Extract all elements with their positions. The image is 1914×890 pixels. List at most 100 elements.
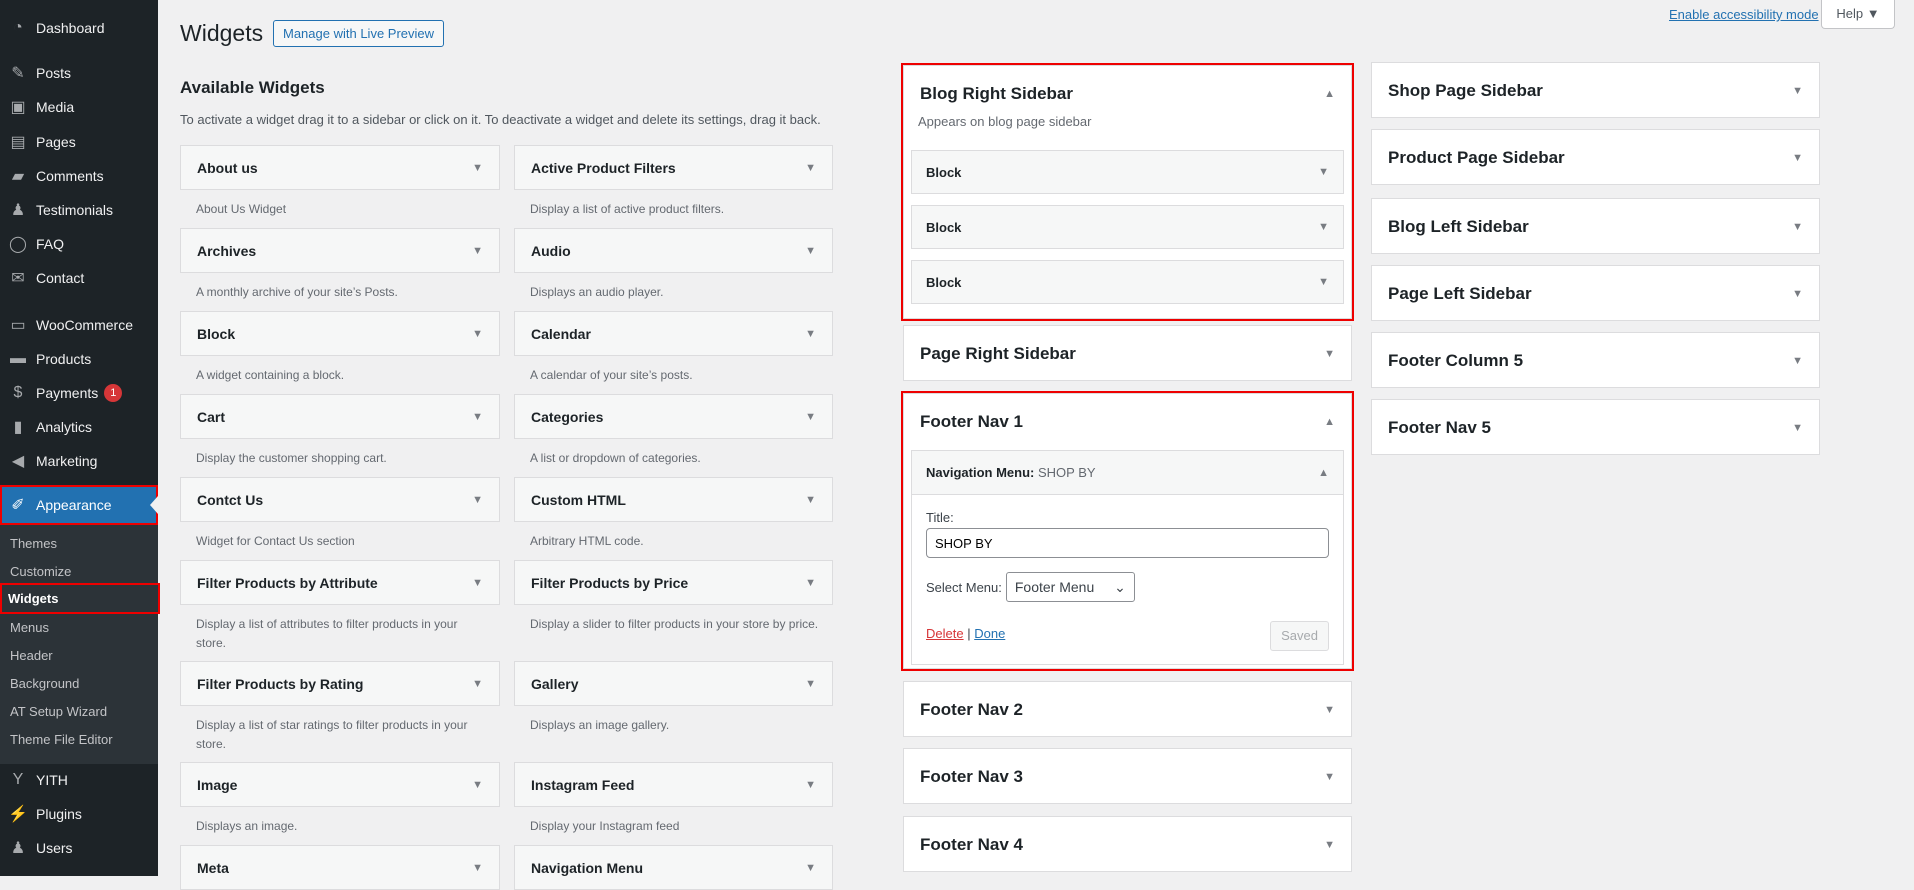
expand-arrow-icon[interactable]: ▼ — [472, 576, 483, 589]
expand-arrow-icon[interactable]: ▼ — [472, 778, 483, 791]
expand-arrow-icon[interactable]: ▼ — [1318, 166, 1329, 178]
menu-item-posts[interactable]: ✎ Posts — [0, 56, 158, 90]
expand-arrow-icon[interactable]: ▼ — [472, 161, 483, 174]
available-widget[interactable]: Calendar ▼ — [514, 311, 833, 356]
available-widget[interactable]: Categories ▼ — [514, 394, 833, 439]
menu-item-media[interactable]: ▣ Media — [0, 90, 158, 124]
submenu-item-menus[interactable]: Menus — [10, 620, 50, 635]
expand-arrow-icon[interactable]: ▼ — [1792, 152, 1803, 164]
expand-arrow-icon[interactable]: ▼ — [472, 327, 483, 340]
sidebar-area[interactable]: Page Left Sidebar ▼ — [1371, 265, 1820, 321]
expand-arrow-icon[interactable]: ▼ — [805, 493, 816, 506]
delete-link[interactable]: Delete — [926, 625, 964, 641]
block-widget[interactable]: Block ▼ — [911, 205, 1344, 249]
submenu-item-header[interactable]: Header — [10, 648, 53, 663]
select-menu-dropdown[interactable]: Footer Menu ⌄ — [1005, 572, 1135, 602]
sidebar-area[interactable]: Shop Page Sidebar ▼ — [1371, 62, 1820, 118]
expand-arrow-icon[interactable]: ▼ — [472, 861, 483, 874]
expand-arrow-icon[interactable]: ▼ — [1324, 348, 1335, 360]
available-widget[interactable]: Audio ▼ — [514, 228, 833, 273]
sidebar-area[interactable]: Footer Column 5 ▼ — [1371, 332, 1820, 388]
expand-arrow-icon[interactable]: ▼ — [805, 677, 816, 690]
menu-item-dashboard[interactable]: ◔ Dashboard — [0, 11, 158, 45]
available-widget[interactable]: Image ▼ — [180, 762, 500, 807]
submenu-item-background[interactable]: Background — [10, 676, 80, 691]
submenu-item-theme-file-editor[interactable]: Theme File Editor — [10, 732, 113, 747]
saved-button[interactable]: Saved — [1270, 621, 1329, 651]
menu-item-users[interactable]: ♟ Users — [0, 831, 158, 865]
submenu-item-widgets[interactable]: Widgets — [0, 583, 160, 614]
sidebar-area[interactable]: Product Page Sidebar ▼ — [1371, 129, 1820, 185]
available-widget[interactable]: Custom HTML ▼ — [514, 477, 833, 522]
menu-item-comments[interactable]: ▰ Comments — [0, 159, 158, 193]
sidebar-page-right[interactable]: Page Right Sidebar ▼ — [903, 325, 1352, 381]
done-link[interactable]: Done — [974, 625, 1006, 641]
submenu-item-themes[interactable]: Themes — [10, 536, 57, 551]
menu-item-woocommerce[interactable]: ▭ WooCommerce — [0, 308, 158, 342]
available-widget[interactable]: Filter Products by Rating ▼ — [180, 661, 500, 706]
accessibility-mode-link[interactable]: Enable accessibility mode — [1669, 7, 1819, 22]
expand-arrow-icon[interactable]: ▼ — [805, 410, 816, 423]
expand-arrow-icon[interactable]: ▼ — [1792, 221, 1803, 233]
collapse-arrow-icon[interactable]: ▲ — [1318, 466, 1329, 479]
sidebar-area[interactable]: Footer Nav 5 ▼ — [1371, 399, 1820, 455]
available-widget[interactable]: Gallery ▼ — [514, 661, 833, 706]
widget-header[interactable]: Navigation Menu: SHOP BY ▲ — [912, 451, 1343, 495]
expand-arrow-icon[interactable]: ▼ — [1792, 288, 1803, 300]
sidebar-header[interactable]: Blog Right Sidebar ▲ — [904, 66, 1351, 122]
available-widget[interactable]: Active Product Filters ▼ — [514, 145, 833, 190]
menu-item-yith[interactable]: Y YITH — [0, 763, 158, 797]
collapse-arrow-icon[interactable]: ▲ — [1324, 88, 1335, 100]
available-widget[interactable]: About us ▼ — [180, 145, 500, 190]
live-preview-button[interactable]: Manage with Live Preview — [273, 20, 445, 47]
menu-item-analytics[interactable]: ▮ Analytics — [0, 410, 158, 444]
expand-arrow-icon[interactable]: ▼ — [472, 493, 483, 506]
collapse-arrow-icon[interactable]: ▲ — [1324, 416, 1335, 428]
block-widget[interactable]: Block ▼ — [911, 150, 1344, 194]
sidebar-area[interactable]: Footer Nav 3 ▼ — [903, 748, 1352, 804]
menu-item-faq[interactable]: ◯ FAQ — [0, 227, 158, 261]
submenu-item-at-setup-wizard[interactable]: AT Setup Wizard — [10, 704, 108, 719]
sidebar-area[interactable]: Footer Nav 2 ▼ — [903, 681, 1352, 737]
expand-arrow-icon[interactable]: ▼ — [1792, 85, 1803, 97]
available-widget[interactable]: Contct Us ▼ — [180, 477, 500, 522]
expand-arrow-icon[interactable]: ▼ — [1318, 221, 1329, 233]
sidebar-area[interactable]: Footer Nav 4 ▼ — [903, 816, 1352, 872]
expand-arrow-icon[interactable]: ▼ — [805, 161, 816, 174]
menu-item-plugins[interactable]: ⚡ Plugins — [0, 797, 158, 831]
menu-item-payments[interactable]: $ Payments 1 — [0, 376, 158, 410]
expand-arrow-icon[interactable]: ▼ — [1792, 355, 1803, 367]
expand-arrow-icon[interactable]: ▼ — [1792, 422, 1803, 434]
menu-item-pages[interactable]: ▤ Pages — [0, 125, 158, 159]
expand-arrow-icon[interactable]: ▼ — [805, 244, 816, 257]
menu-item-products[interactable]: ▬ Products — [0, 342, 158, 376]
menu-item-appearance[interactable]: ✐ Appearance — [0, 485, 158, 525]
sidebar-header[interactable]: Footer Nav 1 ▲ — [904, 394, 1351, 450]
expand-arrow-icon[interactable]: ▼ — [1318, 276, 1329, 288]
available-widget[interactable]: Block ▼ — [180, 311, 500, 356]
available-widget[interactable]: Instagram Feed ▼ — [514, 762, 833, 807]
title-input[interactable] — [926, 528, 1329, 558]
available-widget[interactable]: Filter Products by Price ▼ — [514, 560, 833, 605]
expand-arrow-icon[interactable]: ▼ — [805, 327, 816, 340]
expand-arrow-icon[interactable]: ▼ — [1324, 771, 1335, 783]
help-button[interactable]: Help ▼ — [1821, 0, 1895, 29]
expand-arrow-icon[interactable]: ▼ — [805, 861, 816, 874]
expand-arrow-icon[interactable]: ▼ — [805, 778, 816, 791]
expand-arrow-icon[interactable]: ▼ — [1324, 704, 1335, 716]
expand-arrow-icon[interactable]: ▼ — [472, 410, 483, 423]
available-widget[interactable]: Navigation Menu ▼ — [514, 845, 833, 890]
expand-arrow-icon[interactable]: ▼ — [472, 677, 483, 690]
sidebar-area[interactable]: Blog Left Sidebar ▼ — [1371, 198, 1820, 254]
available-widget[interactable]: Filter Products by Attribute ▼ — [180, 560, 500, 605]
available-widget[interactable]: Archives ▼ — [180, 228, 500, 273]
available-widget[interactable]: Meta ▼ — [180, 845, 500, 890]
menu-item-contact[interactable]: ✉ Contact — [0, 261, 158, 295]
submenu-item-customize[interactable]: Customize — [10, 564, 72, 579]
block-widget[interactable]: Block ▼ — [911, 260, 1344, 304]
expand-arrow-icon[interactable]: ▼ — [1324, 839, 1335, 851]
menu-item-marketing[interactable]: ◀ Marketing — [0, 444, 158, 478]
menu-item-testimonials[interactable]: ♟ Testimonials — [0, 193, 158, 227]
expand-arrow-icon[interactable]: ▼ — [805, 576, 816, 589]
available-widget[interactable]: Cart ▼ — [180, 394, 500, 439]
